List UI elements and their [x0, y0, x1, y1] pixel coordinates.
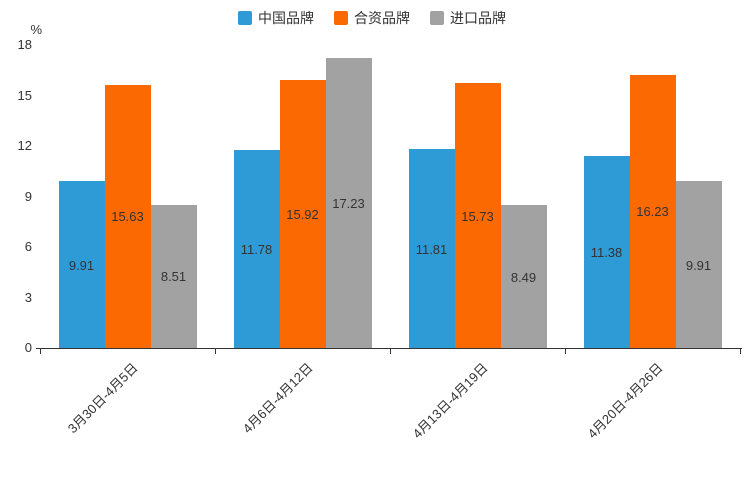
bar-value-label: 11.38	[590, 245, 623, 261]
legend-label: 合资品牌	[354, 10, 410, 26]
x-tick-label: 4月6日-4月12日	[239, 360, 316, 437]
bar: 8.49	[500, 205, 547, 348]
legend-swatch	[430, 11, 444, 25]
bar-value-label: 8.49	[510, 269, 537, 285]
plot-area: 9.91 15.63 8.51 11.78 15.92 17.23 11.81 15.73 8.…	[40, 45, 740, 348]
x-axis-line	[36, 348, 742, 349]
y-tick-label: 0	[24, 340, 32, 355]
x-tick-label: 4月13日-4月19日	[409, 360, 491, 442]
y-tick-label: 18	[17, 37, 32, 52]
x-tick-label: 4月20日-4月26日	[584, 360, 666, 442]
legend-label: 进口品牌	[450, 10, 506, 26]
legend-swatch	[334, 11, 348, 25]
bar-value-label: 17.23	[332, 195, 365, 211]
legend-swatch	[238, 11, 252, 25]
bar-value-label: 15.63	[111, 209, 144, 225]
y-tick-label: 6	[24, 239, 32, 254]
x-axis-tick	[565, 349, 566, 354]
bar: 15.92	[279, 80, 326, 348]
bar-value-label: 11.78	[240, 241, 273, 257]
bar-value-label: 15.92	[286, 207, 319, 223]
bar: 9.91	[58, 181, 105, 348]
bar-value-label: 9.91	[685, 257, 712, 273]
bar-value-label: 11.81	[415, 241, 448, 257]
bar: 11.81	[408, 149, 455, 348]
legend-item[interactable]: 中国品牌	[238, 8, 314, 28]
legend-item[interactable]: 合资品牌	[334, 8, 410, 28]
x-axis-tick	[740, 349, 741, 354]
legend-item[interactable]: 进口品牌	[430, 8, 506, 28]
bar-value-label: 16.23	[636, 204, 669, 220]
bar: 15.63	[104, 84, 151, 348]
bar: 9.91	[675, 181, 722, 348]
bar-value-label: 8.51	[160, 269, 187, 285]
bar: 16.23	[629, 74, 676, 348]
y-tick-label: 3	[24, 289, 32, 305]
bar: 15.73	[454, 83, 501, 348]
x-axis-tick	[40, 349, 41, 354]
x-axis-tick	[390, 349, 391, 354]
legend: 中国品牌 合资品牌 进口品牌	[0, 8, 744, 28]
y-tick-label: 12	[17, 138, 32, 153]
y-tick-label: 15	[17, 87, 32, 103]
bar: 11.38	[583, 156, 630, 348]
bar: 17.23	[325, 57, 372, 348]
x-tick-label: 3月30日-4月5日	[64, 360, 141, 437]
bar-value-label: 9.91	[68, 257, 95, 273]
legend-label: 中国品牌	[258, 10, 314, 26]
y-axis-unit-label: %	[30, 22, 42, 37]
bar: 8.51	[150, 204, 197, 348]
bar: 11.78	[233, 149, 280, 348]
bar-value-label: 15.73	[461, 208, 494, 224]
x-axis-tick	[215, 349, 216, 354]
y-tick-label: 9	[24, 188, 32, 204]
